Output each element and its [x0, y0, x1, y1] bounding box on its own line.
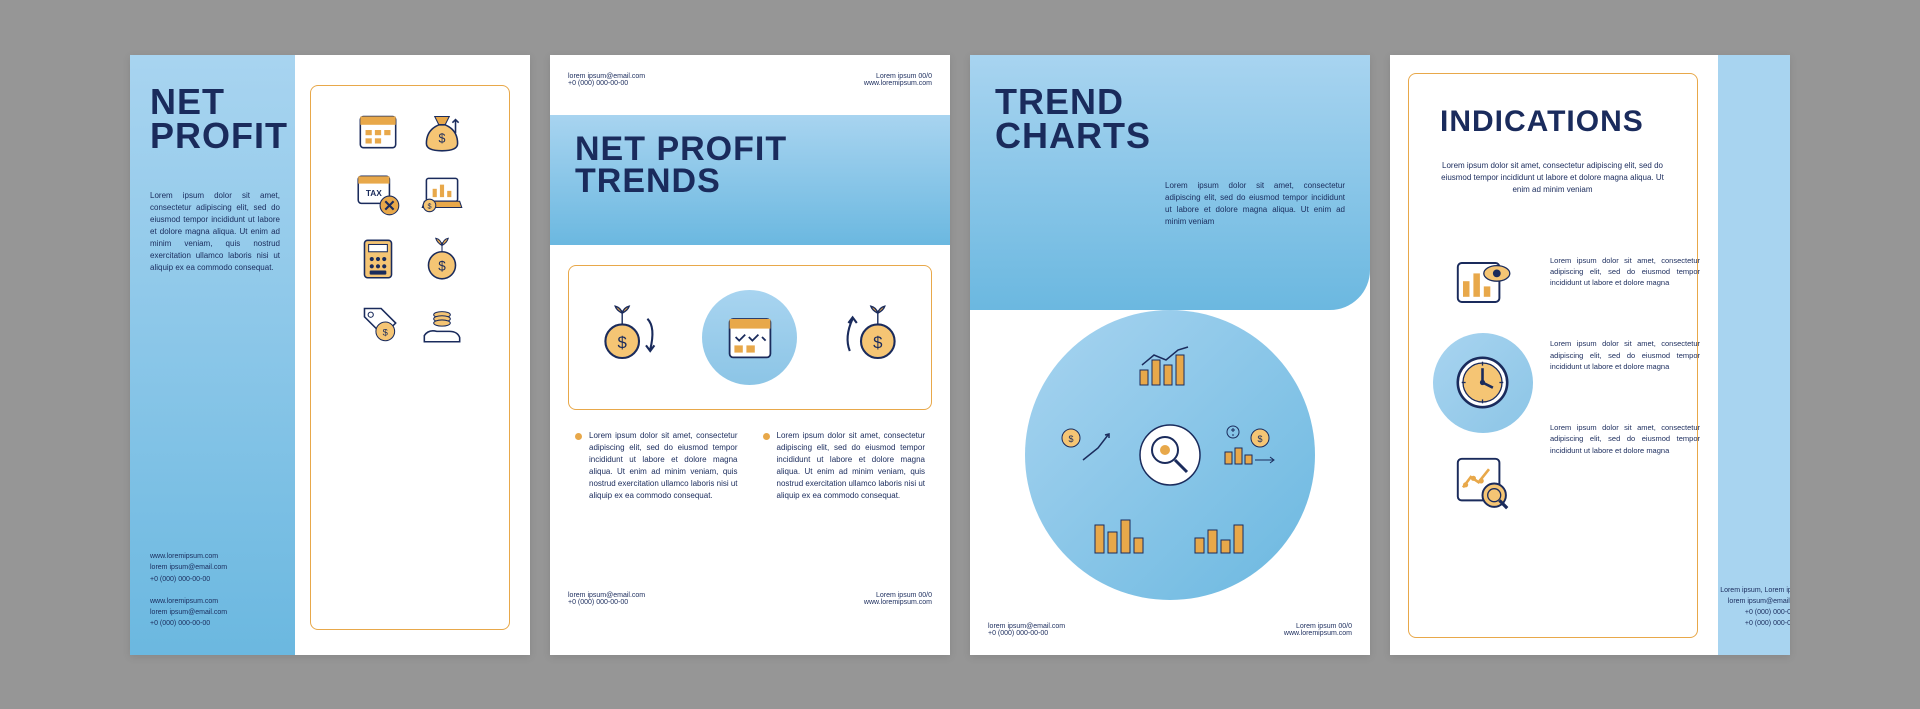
contact-email: lorem ipsum@email.com: [150, 607, 280, 618]
text-block-2: Lorem ipsum dolor sit amet, consectetur …: [1550, 338, 1700, 372]
hand-coins-icon: [416, 296, 468, 348]
card2-top-contact: lorem ipsum@email.com +0 (000) 000-00-00…: [568, 73, 932, 108]
title-line-2: PROFIT: [150, 119, 288, 153]
title-line-2: TRENDS: [575, 165, 787, 197]
bullet-1: Lorem ipsum dolor sit amet, consectetur …: [575, 430, 738, 502]
title-line-2: CHARTS: [995, 119, 1151, 153]
card4-clock-circle: [1433, 333, 1533, 433]
svg-text:$: $: [1068, 434, 1073, 444]
contact-left: lorem ipsum@email.com +0 (000) 000-00-00: [568, 73, 645, 108]
dashboard-eye-icon: [1450, 250, 1515, 315]
card3-body: Lorem ipsum dolor sit amet, consectetur …: [1165, 180, 1345, 228]
contact-left: lorem ipsum@email.com +0 (000) 000-00-00: [568, 592, 645, 637]
svg-text:TAX: TAX: [366, 188, 382, 198]
brochure-card-2: lorem ipsum@email.com +0 (000) 000-00-00…: [550, 55, 950, 655]
card4-right-bar: [1718, 55, 1790, 655]
calendar-check-icon: [720, 307, 780, 367]
tax-calendar-icon: TAX: [352, 168, 404, 220]
card1-title: NET PROFIT: [150, 85, 288, 153]
contact-right: Lorem ipsum 00/0 www.loremipsum.com: [864, 592, 932, 637]
brochure-card-3: TREND CHARTS Lorem ipsum dolor sit amet,…: [970, 55, 1370, 655]
price-tag-icon: $: [352, 296, 404, 348]
card4-text-column: Lorem ipsum dolor sit amet, consectetur …: [1550, 255, 1700, 456]
card2-icon-row: $ $: [568, 265, 932, 410]
contact-phone: +0 (000) 000-00-00: [150, 618, 280, 629]
card4-contact: Lorem ipsum, Lorem ipsum lorem ipsum@ema…: [1715, 585, 1790, 630]
title-line-1: NET: [150, 85, 288, 119]
laptop-chart-icon: $: [416, 168, 468, 220]
card2-bullets: Lorem ipsum dolor sit amet, consectetur …: [575, 430, 925, 502]
calculator-icon: [352, 232, 404, 284]
text-block-3: Lorem ipsum dolor sit amet, consectetur …: [1550, 422, 1700, 456]
contact-web: www.loremipsum.com: [150, 551, 280, 562]
analytics-cluster-icon: $ $: [1025, 310, 1315, 600]
calendar-icon: [352, 104, 404, 156]
card1-contact: www.loremipsum.com lorem ipsum@email.com…: [150, 551, 280, 629]
card4-body: Lorem ipsum dolor sit amet, consectetur …: [1435, 160, 1670, 196]
svg-text:$: $: [873, 333, 883, 352]
text-block-1: Lorem ipsum dolor sit amet, consectetur …: [1550, 255, 1700, 289]
card1-icon-box: $ TAX $ $ $: [310, 85, 510, 630]
svg-text:$: $: [439, 131, 446, 145]
contact-web: www.loremipsum.com: [150, 596, 280, 607]
card3-title: TREND CHARTS: [995, 85, 1151, 153]
coin-up-icon: $: [833, 302, 903, 372]
contact-phone: +0 (000) 000-00-00: [150, 574, 280, 585]
card2-center-circle: [702, 290, 797, 385]
svg-text:$: $: [427, 201, 431, 210]
contact-left: lorem ipsum@email.com +0 (000) 000-00-00: [988, 623, 1065, 637]
finance-icon-grid: $ TAX $ $ $: [311, 86, 509, 366]
card3-bottom-contact: lorem ipsum@email.com +0 (000) 000-00-00…: [988, 623, 1352, 637]
report-magnify-icon: [1450, 451, 1515, 516]
clock-icon: [1450, 350, 1515, 415]
card3-chart-circle: $ $: [1025, 310, 1315, 600]
svg-text:$: $: [617, 333, 627, 352]
svg-text:$: $: [383, 327, 389, 337]
coin-down-icon: $: [597, 302, 667, 372]
bullet-2: Lorem ipsum dolor sit amet, consectetur …: [763, 430, 926, 502]
card2-title: NET PROFIT TRENDS: [575, 133, 787, 198]
title-line-1: TREND: [995, 85, 1151, 119]
coin-plant-icon: $: [416, 232, 468, 284]
card2-bottom-contact: lorem ipsum@email.com +0 (000) 000-00-00…: [568, 592, 932, 637]
card1-body: Lorem ipsum dolor sit amet, consectetur …: [150, 190, 280, 274]
svg-text:$: $: [1257, 434, 1262, 444]
contact-right: Lorem ipsum 00/0 www.loremipsum.com: [1284, 623, 1352, 637]
svg-text:$: $: [438, 258, 446, 273]
contact-right: Lorem ipsum 00/0 www.loremipsum.com: [864, 73, 932, 108]
money-bag-icon: $: [416, 104, 468, 156]
card4-icon-column: [1430, 250, 1535, 516]
brochure-card-4: INDICATIONS Lorem ipsum dolor sit amet, …: [1390, 55, 1790, 655]
title-line-1: NET PROFIT: [575, 133, 787, 165]
contact-email: lorem ipsum@email.com: [150, 562, 280, 573]
brochure-card-1: NET PROFIT Lorem ipsum dolor sit amet, c…: [130, 55, 530, 655]
card4-title: INDICATIONS: [1440, 105, 1644, 139]
